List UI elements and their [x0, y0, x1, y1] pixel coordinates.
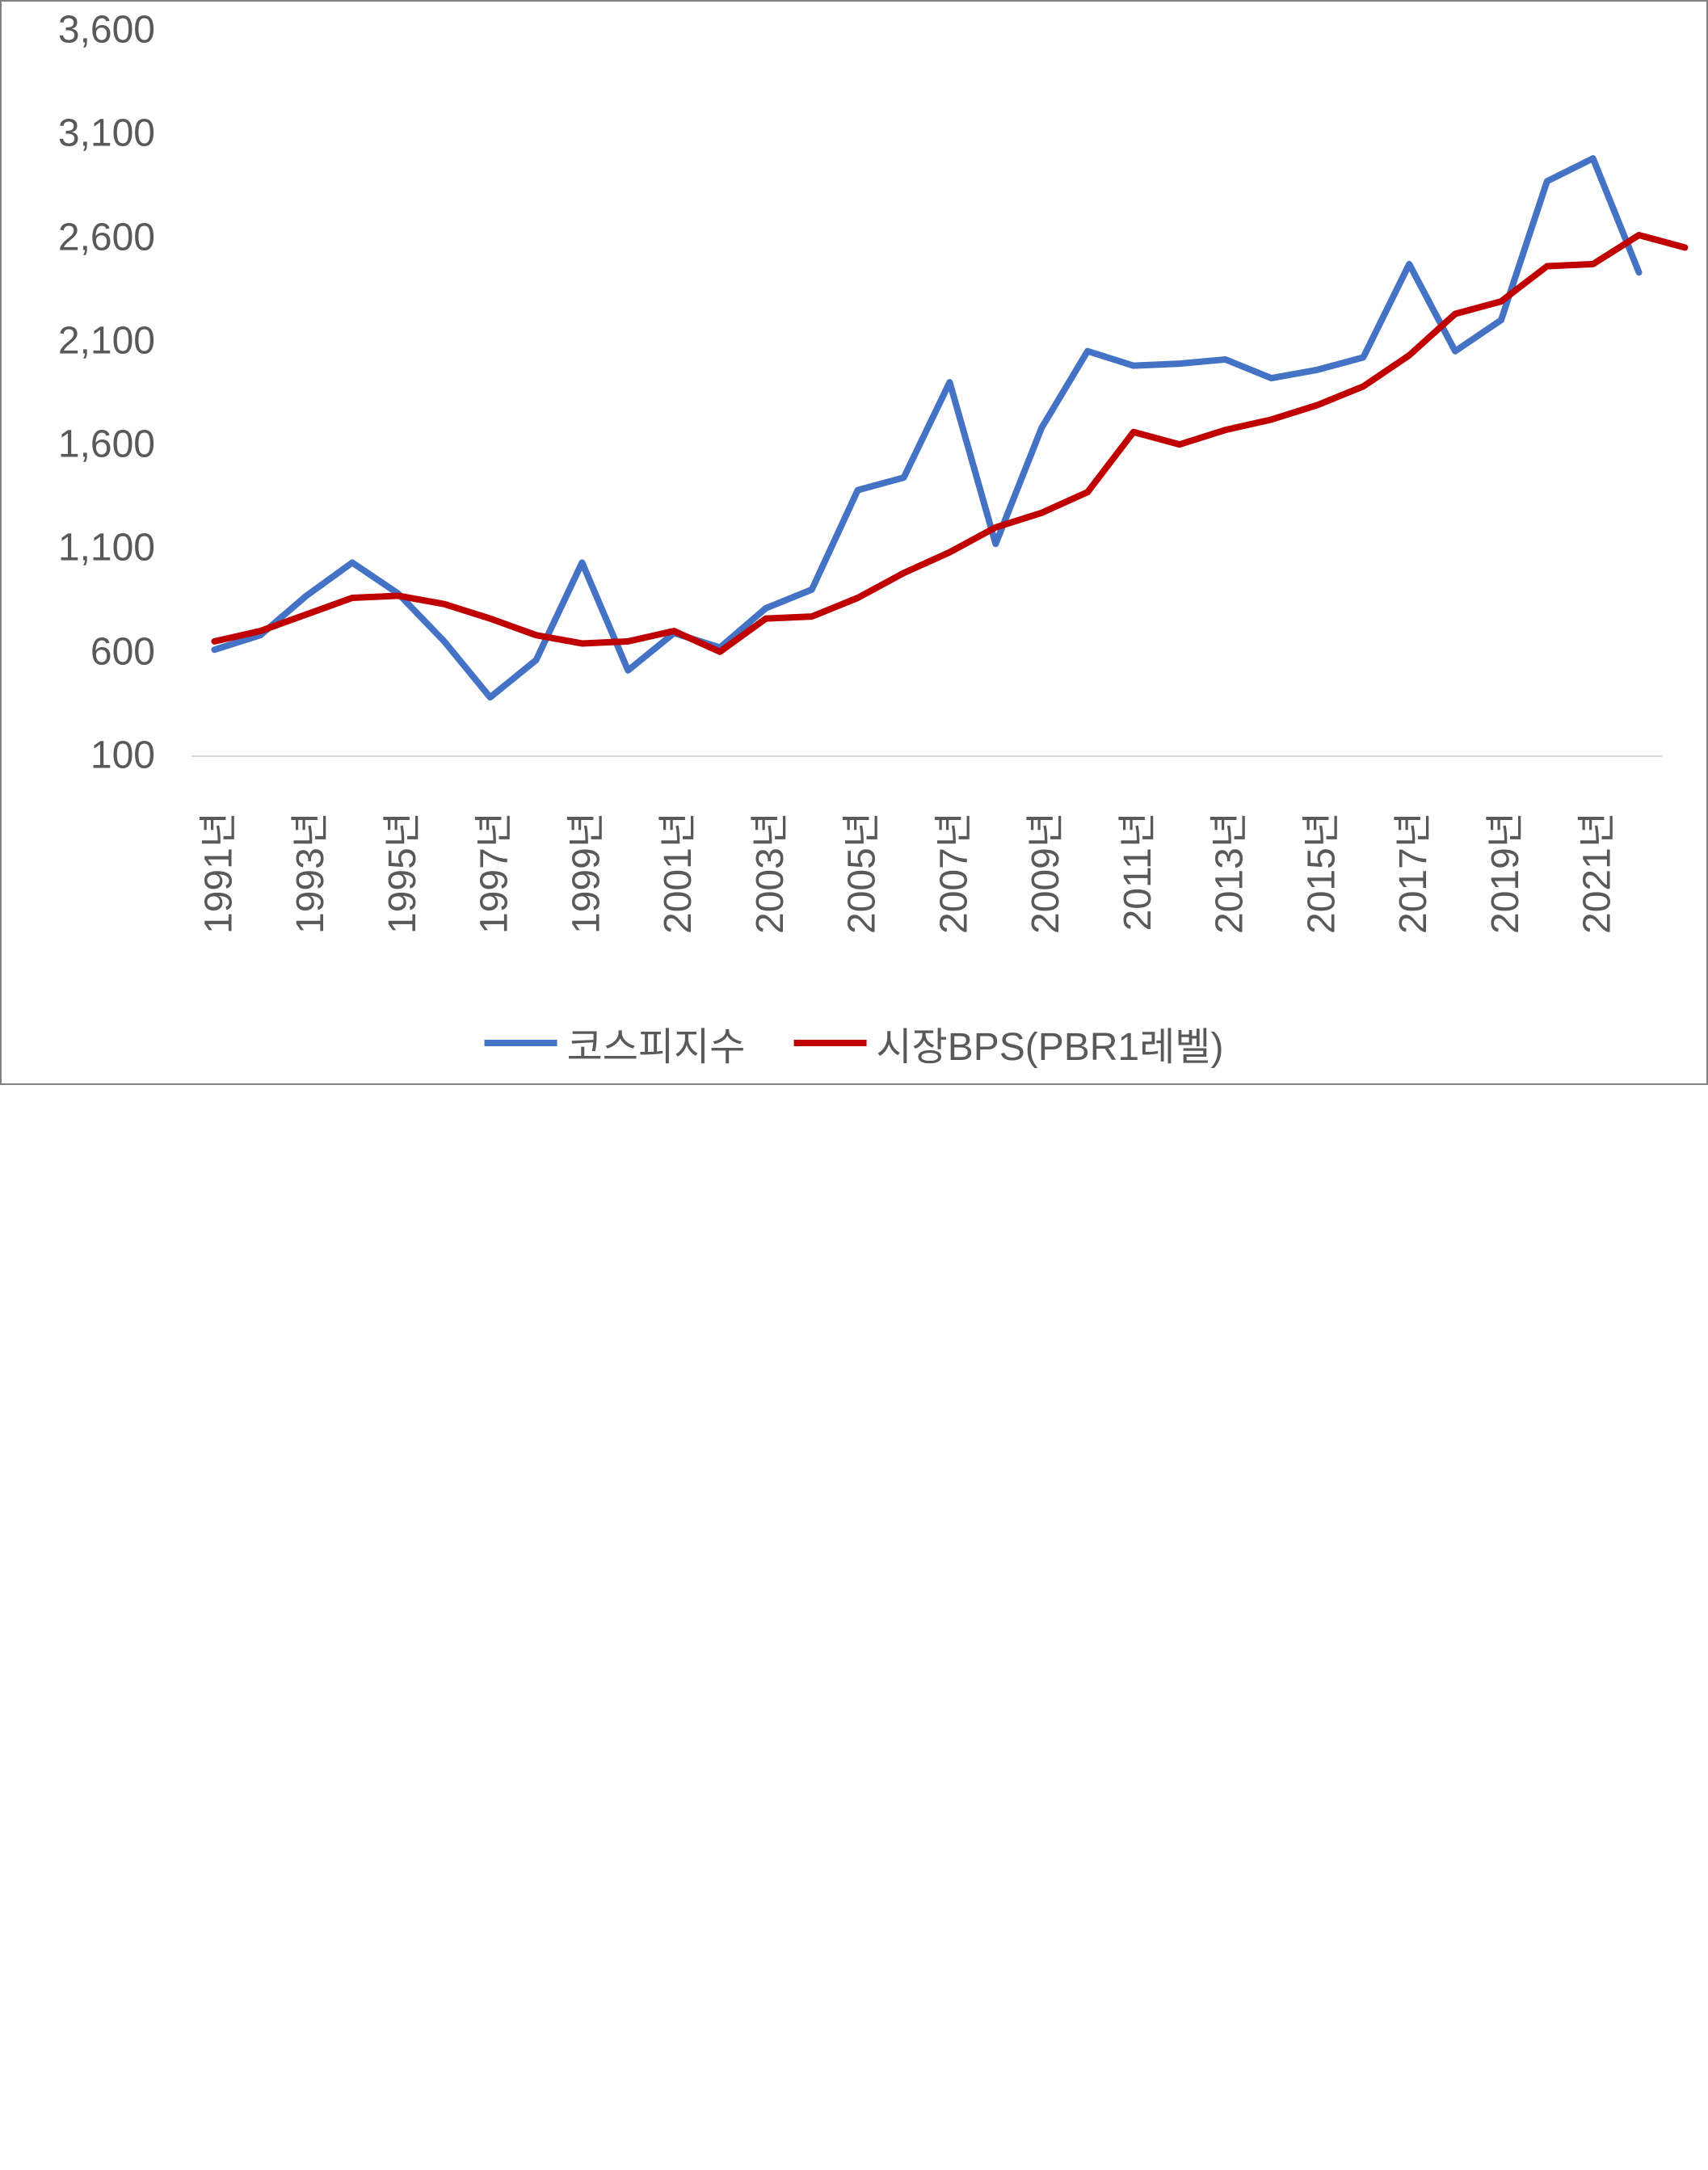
x-tick-label: 2021년 [1565, 812, 1622, 2170]
series-line-1 [214, 235, 1685, 652]
x-tick-label: 2003년 [738, 812, 794, 1576]
legend-item-bps: 시장BPS(PBR1레벨) [793, 1015, 1223, 1071]
x-tick-label: 1991년 [186, 812, 242, 1024]
x-tick-label: 2011년 [1105, 812, 1162, 1944]
y-tick-label: 1,100 [2, 526, 155, 570]
x-tick-label: 2005년 [830, 812, 886, 1668]
y-tick-label: 3,100 [2, 111, 155, 156]
legend-swatch-bps [793, 1040, 866, 1046]
x-tick-label: 2019년 [1473, 812, 1529, 2170]
y-tick-label: 2,100 [2, 318, 155, 363]
y-tick-label: 3,600 [2, 8, 155, 53]
series-line-0 [214, 158, 1639, 697]
legend-item-kospi: 코스피지수 [485, 1015, 746, 1071]
x-axis-line [191, 755, 1662, 757]
legend: 코스피지수 시장BPS(PBR1레벨) [485, 1015, 1224, 1071]
x-tick-label: 2017년 [1381, 812, 1437, 2170]
x-tick-label: 2015년 [1289, 812, 1345, 2127]
y-tick-label: 100 [2, 734, 155, 778]
x-tick-label: 2007년 [921, 812, 978, 1760]
x-tick-label: 1995년 [370, 812, 427, 1209]
x-tick-label: 2001년 [646, 812, 702, 1484]
x-tick-label: 2009년 [1013, 812, 1070, 1852]
legend-swatch-kospi [485, 1040, 557, 1046]
x-tick-label: 1999년 [553, 812, 610, 1392]
legend-label-bps: 시장BPS(PBR1레벨) [876, 1015, 1223, 1071]
chart-container: 100 600 1,100 1,600 2,100 2,600 3,100 3,600 199… [0, 0, 1708, 1085]
x-tick-label: 1993년 [278, 812, 334, 1117]
x-tick-label: 2013년 [1197, 812, 1254, 2036]
y-tick-label: 2,600 [2, 215, 155, 259]
legend-label-kospi: 코스피지수 [567, 1015, 746, 1071]
y-tick-label: 1,600 [2, 423, 155, 467]
y-tick-label: 600 [2, 629, 155, 674]
